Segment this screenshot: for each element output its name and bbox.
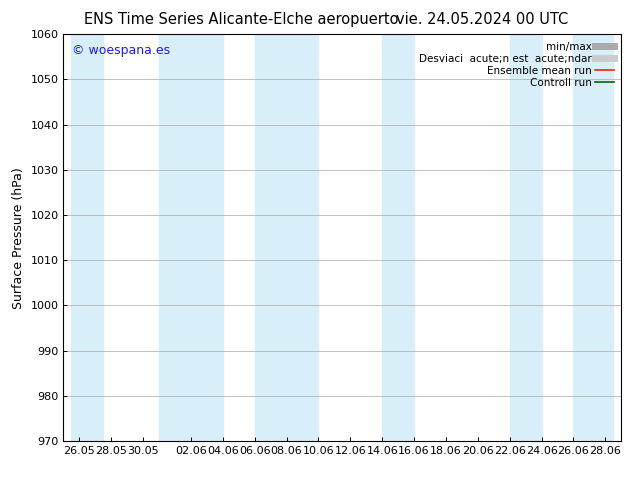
Text: vie. 24.05.2024 00 UTC: vie. 24.05.2024 00 UTC: [396, 12, 568, 27]
Y-axis label: Surface Pressure (hPa): Surface Pressure (hPa): [12, 167, 25, 309]
Text: © woespana.es: © woespana.es: [72, 45, 170, 57]
Text: ENS Time Series Alicante-Elche aeropuerto: ENS Time Series Alicante-Elche aeropuert…: [84, 12, 398, 27]
Legend: min/max, Desviaci  acute;n est  acute;ndar, Ensemble mean run, Controll run: min/max, Desviaci acute;n est acute;ndar…: [417, 40, 616, 90]
Bar: [255, 34, 318, 441]
Bar: [159, 34, 223, 441]
Bar: [72, 34, 103, 441]
Bar: [382, 34, 414, 441]
Bar: [510, 34, 541, 441]
Bar: [574, 34, 613, 441]
